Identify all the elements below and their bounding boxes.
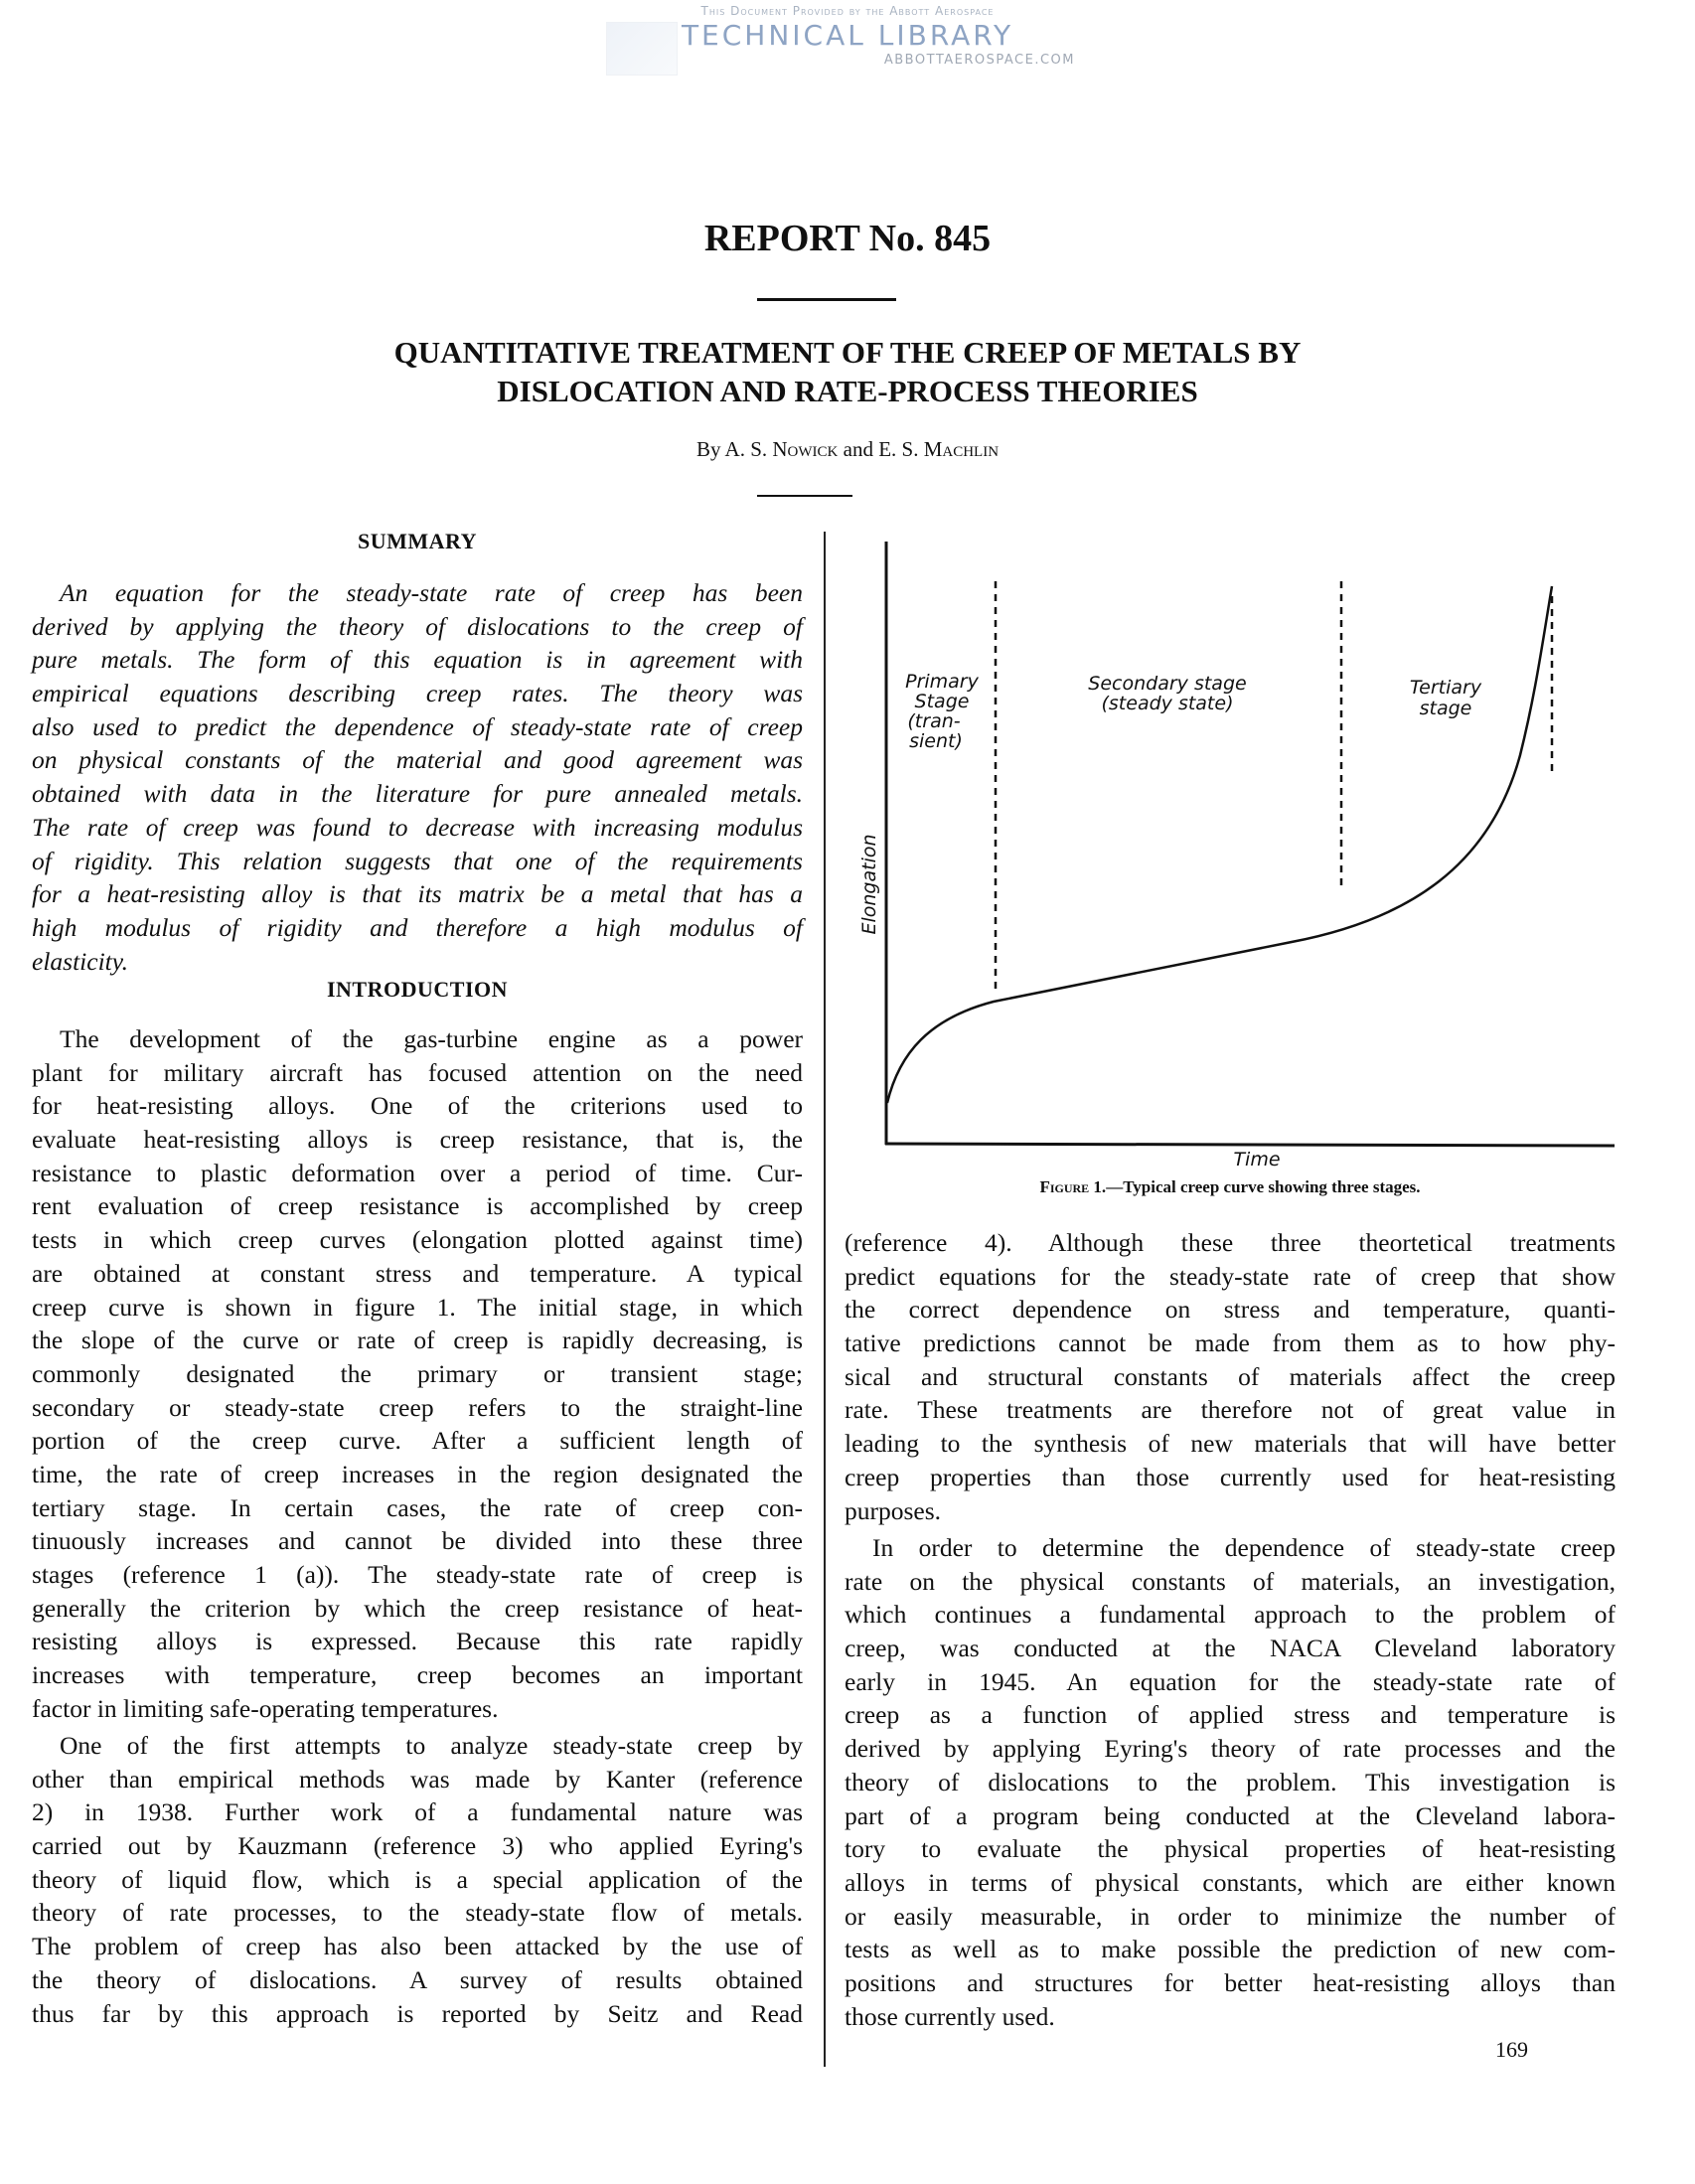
label-primary: sient) — [909, 730, 963, 752]
text-line: creep as a function of applied stress an… — [845, 1700, 1616, 1730]
text-line: An equation for the steady-state rate of… — [60, 578, 803, 607]
label-tertiary: stage — [1420, 698, 1472, 719]
text-line: plant for military aircraft has focused … — [32, 1057, 803, 1087]
text-line: the correct dependence on stress and tem… — [845, 1295, 1616, 1325]
figure-creep-curve: Primary Stage (tran- sient) Secondary st… — [858, 542, 1616, 1170]
text-line: high modulus of rigidity and therefore a… — [32, 912, 803, 942]
text-line: creep properties than those currently us… — [845, 1462, 1616, 1491]
watermark-logo — [606, 22, 678, 76]
text-line: obtained with data in the literature for… — [32, 779, 803, 809]
summary-text: An equation for the steady-state rate of… — [32, 576, 803, 978]
introduction-heading: INTRODUCTION — [326, 977, 509, 1002]
x-axis — [884, 1142, 1616, 1148]
text-line: empirical equations describing creep rat… — [32, 679, 803, 708]
intro-paragraph-3: (reference 4). Although these three theo… — [845, 1226, 1616, 1527]
text-line: predict equations for the steady-state r… — [845, 1261, 1616, 1291]
text-line: increases with temperature, creep become… — [32, 1660, 803, 1690]
title-line-1: QUANTITATIVE TREATMENT OF THE CREEP OF M… — [393, 335, 1302, 370]
text-line: for a heat-resisting alloy is that its m… — [32, 879, 803, 909]
x-axis-label: Time — [1233, 1149, 1280, 1170]
intro-paragraph-2: One of the first attempts to analyze ste… — [32, 1729, 803, 2030]
text-line: derived by applying Eyring's theory of r… — [845, 1734, 1616, 1764]
text-line: The rate of creep was found to decrease … — [32, 812, 803, 842]
text-line: or easily measurable, in order to minimi… — [845, 1901, 1616, 1931]
text-line: resistance to plastic deformation over a… — [32, 1158, 803, 1187]
text-line: resisting alloys is expressed. Because t… — [32, 1627, 803, 1656]
text-line: purposes. — [845, 1495, 942, 1525]
text-line: tertiary stage. In certain cases, the ra… — [32, 1492, 803, 1522]
text-line: theory of dislocations to the problem. T… — [845, 1767, 1616, 1796]
column-divider — [824, 532, 826, 2067]
text-line: of rigidity. This relation suggests that… — [32, 846, 803, 875]
text-line: rate on the physical constants of materi… — [845, 1566, 1616, 1596]
text-line: time, the rate of creep increases in the… — [32, 1459, 803, 1488]
intro-paragraph-4: In order to determine the dependence of … — [845, 1531, 1616, 2033]
summary-heading: SUMMARY — [357, 529, 478, 553]
text-line: also used to predict the dependence of s… — [32, 711, 803, 741]
text-line: In order to determine the dependence of … — [872, 1533, 1616, 1562]
text-line: early in 1945. An equation for the stead… — [845, 1666, 1616, 1696]
intro-paragraph-1: The development of the gas-turbine engin… — [32, 1022, 803, 1725]
text-line: The problem of creep has also been attac… — [32, 1932, 803, 1961]
text-line: One of the first attempts to analyze ste… — [60, 1731, 803, 1760]
text-line: positions and structures for better heat… — [845, 1967, 1616, 1997]
text-line: secondary or steady-state creep refers t… — [32, 1392, 803, 1422]
watermark-library: TECHNICAL LIBRARY — [681, 19, 1014, 52]
text-line: part of a program being conducted at the… — [845, 1800, 1616, 1830]
text-line: the slope of the curve or rate of creep … — [32, 1326, 803, 1355]
page-number: 169 — [1495, 2037, 1528, 2062]
text-line: thus far by this approach is reported by… — [32, 1998, 803, 2028]
label-tertiary: Tertiary — [1410, 677, 1482, 699]
figure-caption: Figure 1.—Typical creep curve showing th… — [1039, 1177, 1421, 1196]
text-line: tests as well as to make possible the pr… — [845, 1935, 1616, 1964]
title-line-2: DISLOCATION AND RATE-PROCESS THEORIES — [497, 374, 1198, 408]
text-line: those currently used. — [845, 2001, 1055, 2031]
text-line: theory of liquid flow, which is a specia… — [32, 1864, 803, 1894]
text-line: generally the criterion by which the cre… — [32, 1593, 803, 1623]
text-line: The development of the gas-turbine engin… — [60, 1024, 803, 1053]
text-line: creep, was conducted at the NACA Clevela… — [845, 1634, 1616, 1663]
text-line: rate. These treatments are therefore not… — [845, 1395, 1616, 1425]
text-line: stages (reference 1 (a)). The steady-sta… — [32, 1560, 803, 1589]
text-line: tative predictions cannot be made from t… — [845, 1328, 1616, 1358]
byline-rule — [757, 495, 852, 497]
creep-curve — [885, 585, 1554, 1104]
text-line: tory to evaluate the physical properties… — [845, 1834, 1616, 1864]
watermark-provided-by: This Document Provided by the Abbott Aer… — [700, 4, 995, 18]
text-line: alloys in terms of physical constants, w… — [845, 1867, 1616, 1897]
text-line: are obtained at constant stress and temp… — [32, 1258, 803, 1288]
title-rule — [757, 298, 896, 301]
label-primary: Primary — [905, 671, 980, 693]
text-line: 2) in 1938. Further work of a fundamenta… — [32, 1797, 803, 1827]
text-line: creep curve is shown in figure 1. The in… — [32, 1292, 803, 1322]
text-line: factor in limiting safe-operating temper… — [32, 1693, 499, 1723]
text-line: the theory of dislocations. A survey of … — [32, 1964, 803, 1994]
text-line: (reference 4). Although these three theo… — [845, 1228, 1616, 1257]
text-line: leading to the synthesis of new material… — [845, 1429, 1616, 1459]
label-primary: Stage — [915, 691, 970, 712]
text-line: evaluate heat-resisting alloys is creep … — [32, 1125, 803, 1155]
byline: By A. S. Nowick and E. S. Machlin — [695, 437, 1000, 461]
label-primary: (tran- — [907, 710, 960, 732]
text-line: on physical constants of the material an… — [32, 745, 803, 775]
report-number: REPORT No. 845 — [703, 218, 992, 259]
text-line: commonly designated the primary or trans… — [32, 1358, 803, 1388]
text-line: which continues a fundamental approach t… — [845, 1600, 1616, 1630]
text-line: tests in which creep curves (elongation … — [32, 1225, 803, 1255]
watermark-url: ABBOTTAEROSPACE.COM — [883, 53, 1075, 68]
label-secondary: Secondary stage — [1088, 673, 1246, 695]
text-line: sical and structural constants of materi… — [845, 1361, 1616, 1391]
text-line: portion of the creep curve. After a suff… — [32, 1426, 803, 1456]
text-line: theory of rate processes, to the steady-… — [32, 1898, 803, 1928]
text-line: tinuously increases and cannot be divide… — [32, 1526, 803, 1556]
text-line: carried out by Kauzmann (reference 3) wh… — [32, 1831, 803, 1861]
text-line: rent evaluation of creep resistance is a… — [32, 1191, 803, 1221]
text-line: pure metals. The form of this equation i… — [32, 645, 803, 675]
text-line: other than empirical methods was made by… — [32, 1764, 803, 1794]
text-line: for heat-resisting alloys. One of the cr… — [32, 1091, 803, 1121]
text-line: derived by applying the theory of disloc… — [32, 611, 803, 641]
label-secondary: (steady state) — [1102, 693, 1234, 714]
text-line: elasticity. — [32, 946, 129, 976]
y-axis-label: Elongation — [858, 834, 880, 934]
